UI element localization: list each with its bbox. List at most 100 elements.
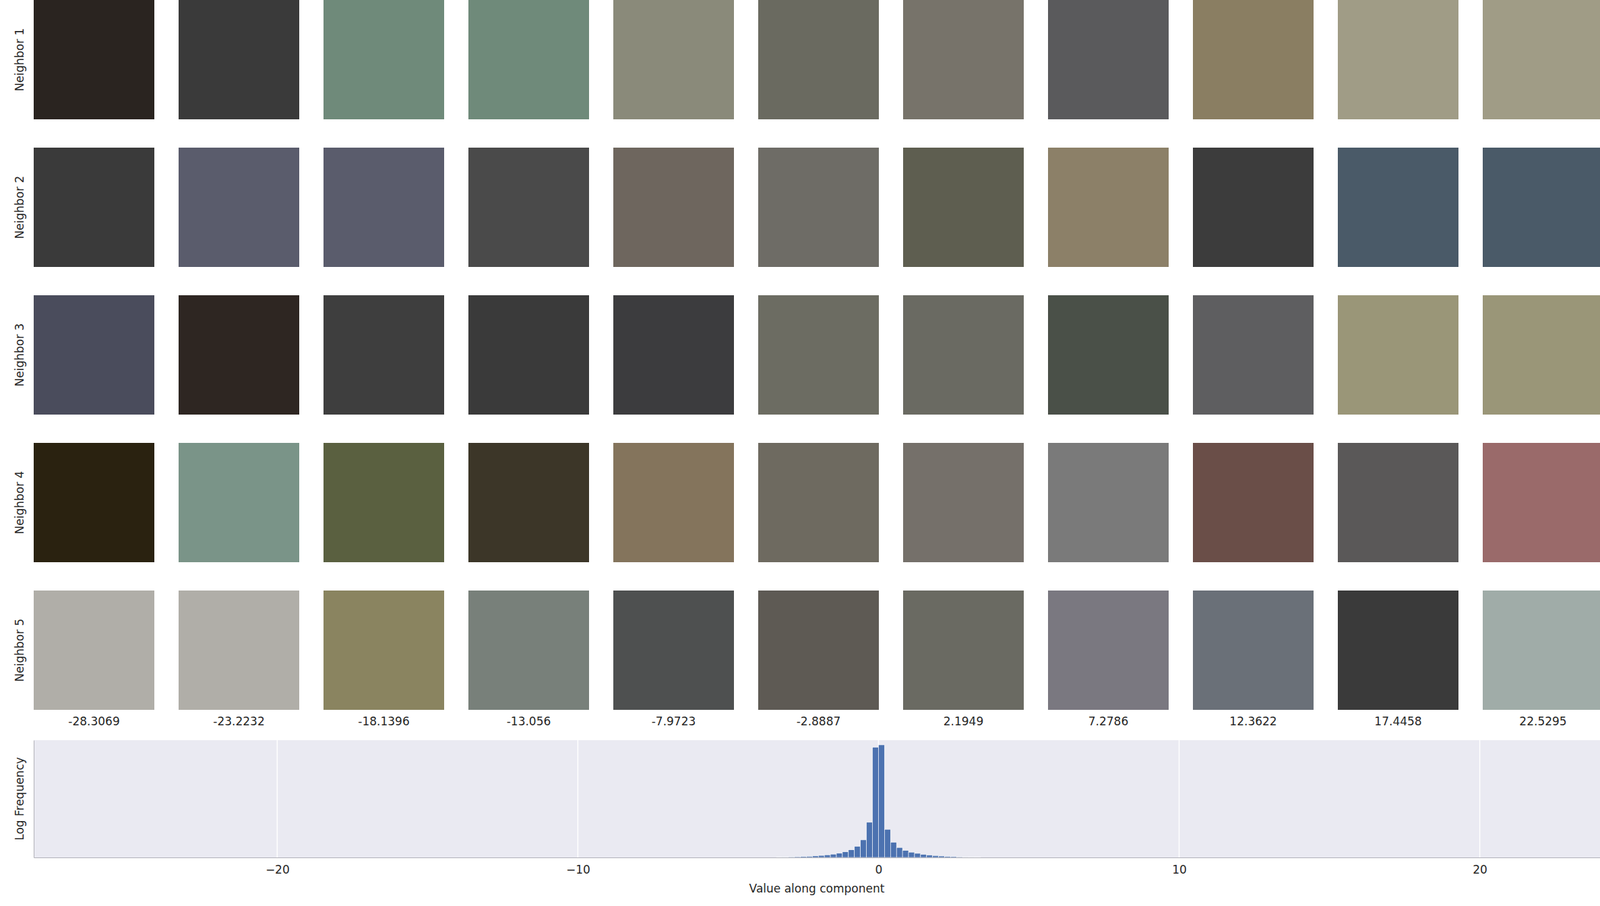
patch xyxy=(758,295,879,415)
column-label: 2.1949 xyxy=(943,714,984,728)
patch xyxy=(33,0,155,120)
patch xyxy=(758,442,879,563)
bar xyxy=(908,851,915,858)
patch xyxy=(1337,442,1459,563)
bar xyxy=(806,855,813,858)
column-label: 22.5295 xyxy=(1519,714,1567,728)
bar xyxy=(800,856,807,858)
histogram: −20−1001020Value along componentLog Freq… xyxy=(12,740,1600,896)
bar xyxy=(926,854,933,858)
patch xyxy=(178,0,300,120)
x-axis: −20 −10 0 10 20 xyxy=(34,857,1600,877)
patch xyxy=(613,0,734,120)
grid-line xyxy=(277,740,279,858)
patch xyxy=(468,442,590,563)
patch xyxy=(903,295,1024,415)
patch xyxy=(1482,147,1600,267)
patch xyxy=(758,0,879,120)
patch xyxy=(613,295,734,415)
bar xyxy=(866,822,873,858)
patch xyxy=(613,442,734,563)
column-label: 12.3622 xyxy=(1229,714,1277,728)
x-axis-line xyxy=(34,857,1600,858)
x-tick-label: −20 xyxy=(265,862,290,877)
plot-background xyxy=(33,740,1600,858)
bar xyxy=(824,854,831,858)
x-axis-title: Value along component xyxy=(749,881,885,896)
bar xyxy=(854,845,861,858)
patch xyxy=(468,0,590,120)
patch xyxy=(903,590,1024,710)
x-tick-label: 20 xyxy=(1472,862,1488,877)
patch xyxy=(178,295,300,415)
patch xyxy=(1048,0,1169,120)
row-label: Neighbor 5 xyxy=(12,618,27,683)
bar xyxy=(884,828,891,858)
patch xyxy=(903,0,1024,120)
patch xyxy=(613,590,734,710)
row-label: Neighbor 1 xyxy=(12,28,27,92)
bar xyxy=(860,839,867,858)
bar xyxy=(962,856,969,858)
patch xyxy=(1337,147,1459,267)
patch xyxy=(323,0,445,120)
column-label: -13.056 xyxy=(506,714,552,728)
patch xyxy=(1192,590,1314,710)
bar xyxy=(794,856,801,858)
bar xyxy=(896,847,903,858)
column-label: 17.4458 xyxy=(1374,714,1422,728)
patch xyxy=(903,147,1024,267)
patch xyxy=(1482,295,1600,415)
row-label: Neighbor 2 xyxy=(12,175,27,240)
bar xyxy=(848,849,855,858)
row-label: Neighbor 4 xyxy=(12,471,27,535)
x-tick: −20 xyxy=(265,857,290,877)
bar xyxy=(968,856,975,858)
y-axis-line xyxy=(33,740,35,858)
patch xyxy=(1048,442,1169,563)
bar xyxy=(890,841,897,858)
bar xyxy=(920,853,927,858)
row-label: Neighbor 3 xyxy=(12,323,27,387)
bar xyxy=(944,855,951,858)
bar xyxy=(902,850,909,858)
grid-line xyxy=(1178,740,1181,858)
bar xyxy=(788,856,795,858)
patch xyxy=(33,442,155,563)
grid-line xyxy=(577,740,579,858)
column-label: -18.1396 xyxy=(357,714,410,728)
patch xyxy=(1048,147,1169,267)
x-tick-label: 0 xyxy=(875,862,883,877)
bar xyxy=(938,855,945,858)
bar xyxy=(836,853,843,858)
x-tick: 10 xyxy=(1172,857,1187,877)
bar xyxy=(956,856,963,858)
x-tick-label: 10 xyxy=(1172,862,1187,877)
column-label: -23.2232 xyxy=(212,714,265,728)
x-tick: 20 xyxy=(1472,857,1488,877)
patch xyxy=(323,590,445,710)
patch xyxy=(1337,295,1459,415)
patch xyxy=(323,147,445,267)
patch xyxy=(1482,0,1600,120)
patch xyxy=(1337,0,1459,120)
patch xyxy=(178,590,300,710)
bar xyxy=(974,856,981,858)
bar xyxy=(878,744,885,858)
patch xyxy=(1048,590,1169,710)
bar xyxy=(914,853,921,858)
patch xyxy=(468,295,590,415)
y-axis xyxy=(33,740,35,858)
x-tick: −10 xyxy=(566,857,591,877)
column-label: -2.8887 xyxy=(796,714,842,728)
chart: Neighbor 1 Neighbor 2 Neighbor 3 Neighbor 4… xyxy=(0,0,1600,906)
x-tick-label: −10 xyxy=(566,862,591,877)
patch xyxy=(33,295,155,415)
bar xyxy=(842,851,849,858)
column-label: 7.2786 xyxy=(1088,714,1129,728)
bars xyxy=(776,744,981,858)
bar xyxy=(776,856,783,858)
bar xyxy=(818,855,825,858)
patch xyxy=(468,147,590,267)
column-label: -7.9723 xyxy=(651,714,697,728)
